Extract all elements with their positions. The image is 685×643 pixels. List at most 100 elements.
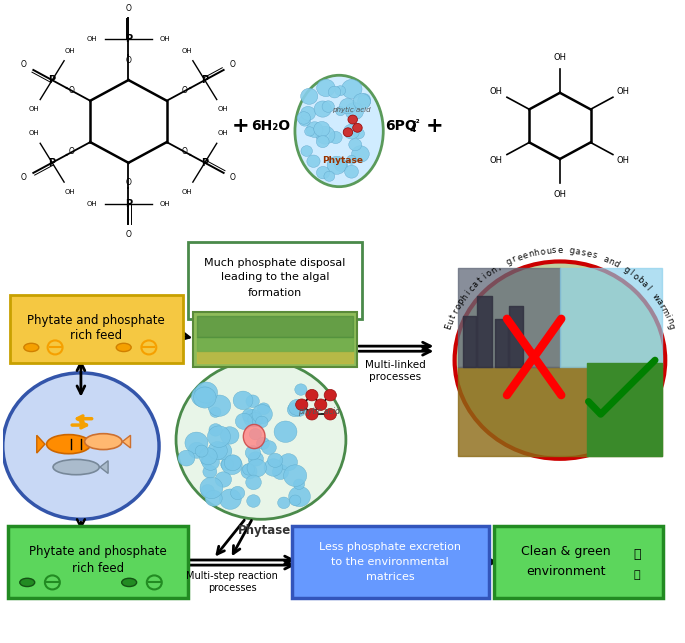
Circle shape — [201, 455, 212, 466]
Circle shape — [236, 413, 253, 430]
Circle shape — [314, 101, 332, 117]
Text: a: a — [574, 247, 581, 257]
Circle shape — [273, 464, 288, 480]
Circle shape — [299, 115, 310, 126]
Circle shape — [358, 94, 371, 105]
Text: OH: OH — [65, 48, 75, 54]
Text: o: o — [453, 302, 464, 311]
Circle shape — [296, 399, 308, 410]
Text: 4: 4 — [409, 125, 416, 134]
FancyBboxPatch shape — [292, 526, 488, 597]
Circle shape — [246, 395, 260, 408]
Circle shape — [324, 408, 336, 420]
Text: e: e — [585, 249, 593, 259]
Text: o: o — [539, 247, 545, 257]
Circle shape — [268, 453, 283, 467]
Circle shape — [328, 86, 341, 98]
Text: a: a — [471, 279, 481, 289]
Text: s: s — [591, 251, 598, 260]
Text: O: O — [125, 56, 132, 65]
Ellipse shape — [295, 75, 384, 186]
Text: rich feed: rich feed — [72, 563, 124, 575]
Ellipse shape — [20, 578, 35, 586]
Text: OH: OH — [218, 107, 228, 113]
Text: t: t — [448, 312, 458, 320]
Text: E: E — [444, 322, 454, 331]
Circle shape — [3, 373, 159, 520]
Text: n: n — [527, 249, 534, 259]
Text: P: P — [125, 199, 132, 209]
Circle shape — [258, 403, 270, 415]
Circle shape — [344, 124, 360, 139]
Text: b: b — [635, 275, 645, 285]
Circle shape — [195, 382, 218, 403]
Circle shape — [256, 416, 268, 428]
Circle shape — [208, 395, 231, 417]
Circle shape — [345, 103, 364, 120]
Text: OH: OH — [87, 201, 98, 207]
Text: o: o — [631, 271, 640, 282]
Circle shape — [297, 112, 310, 124]
Text: 6H₂O: 6H₂O — [251, 119, 290, 133]
Circle shape — [256, 437, 269, 449]
Circle shape — [351, 146, 369, 162]
Circle shape — [209, 424, 222, 436]
Text: OH: OH — [29, 131, 40, 136]
FancyBboxPatch shape — [193, 312, 357, 367]
Circle shape — [306, 390, 318, 401]
Text: l: l — [627, 269, 634, 278]
Text: O: O — [21, 174, 27, 183]
Text: r: r — [511, 255, 518, 264]
Circle shape — [213, 442, 232, 460]
Text: P: P — [125, 34, 132, 44]
Circle shape — [246, 475, 262, 490]
Text: O: O — [182, 147, 188, 156]
Text: O: O — [21, 60, 27, 69]
Text: ,: , — [495, 262, 502, 271]
Circle shape — [277, 497, 290, 509]
Circle shape — [221, 427, 239, 444]
Circle shape — [314, 399, 327, 410]
Text: 6PO: 6PO — [385, 119, 417, 133]
Circle shape — [274, 421, 297, 442]
Text: m: m — [658, 305, 670, 317]
Circle shape — [324, 390, 336, 401]
Text: P: P — [49, 75, 55, 85]
Polygon shape — [37, 435, 45, 453]
Circle shape — [242, 464, 255, 475]
Circle shape — [219, 489, 241, 509]
Circle shape — [288, 399, 306, 415]
Text: a: a — [639, 279, 649, 289]
Text: n: n — [664, 317, 674, 325]
Circle shape — [314, 122, 330, 137]
Text: g: g — [569, 246, 575, 256]
Text: OH: OH — [182, 48, 192, 54]
Text: e: e — [521, 251, 529, 260]
Circle shape — [244, 410, 262, 427]
Circle shape — [335, 159, 348, 172]
Circle shape — [205, 490, 222, 506]
Text: i: i — [662, 313, 671, 319]
Text: OH: OH — [553, 190, 566, 199]
Circle shape — [245, 446, 260, 460]
Text: t: t — [475, 276, 484, 285]
Text: e: e — [558, 246, 562, 255]
Text: O: O — [230, 174, 236, 183]
Text: o: o — [484, 268, 494, 278]
Circle shape — [347, 155, 356, 164]
Circle shape — [455, 262, 665, 459]
Circle shape — [340, 98, 356, 114]
Text: O: O — [182, 86, 188, 95]
Circle shape — [295, 384, 307, 395]
Circle shape — [316, 79, 335, 96]
Text: s: s — [551, 246, 556, 255]
Polygon shape — [123, 435, 131, 448]
Text: P: P — [201, 75, 208, 85]
Text: OH: OH — [160, 201, 170, 207]
Text: a: a — [601, 254, 610, 264]
Circle shape — [210, 407, 221, 417]
Circle shape — [284, 465, 307, 487]
Text: w: w — [649, 291, 661, 302]
Circle shape — [178, 450, 195, 466]
Circle shape — [247, 494, 260, 507]
